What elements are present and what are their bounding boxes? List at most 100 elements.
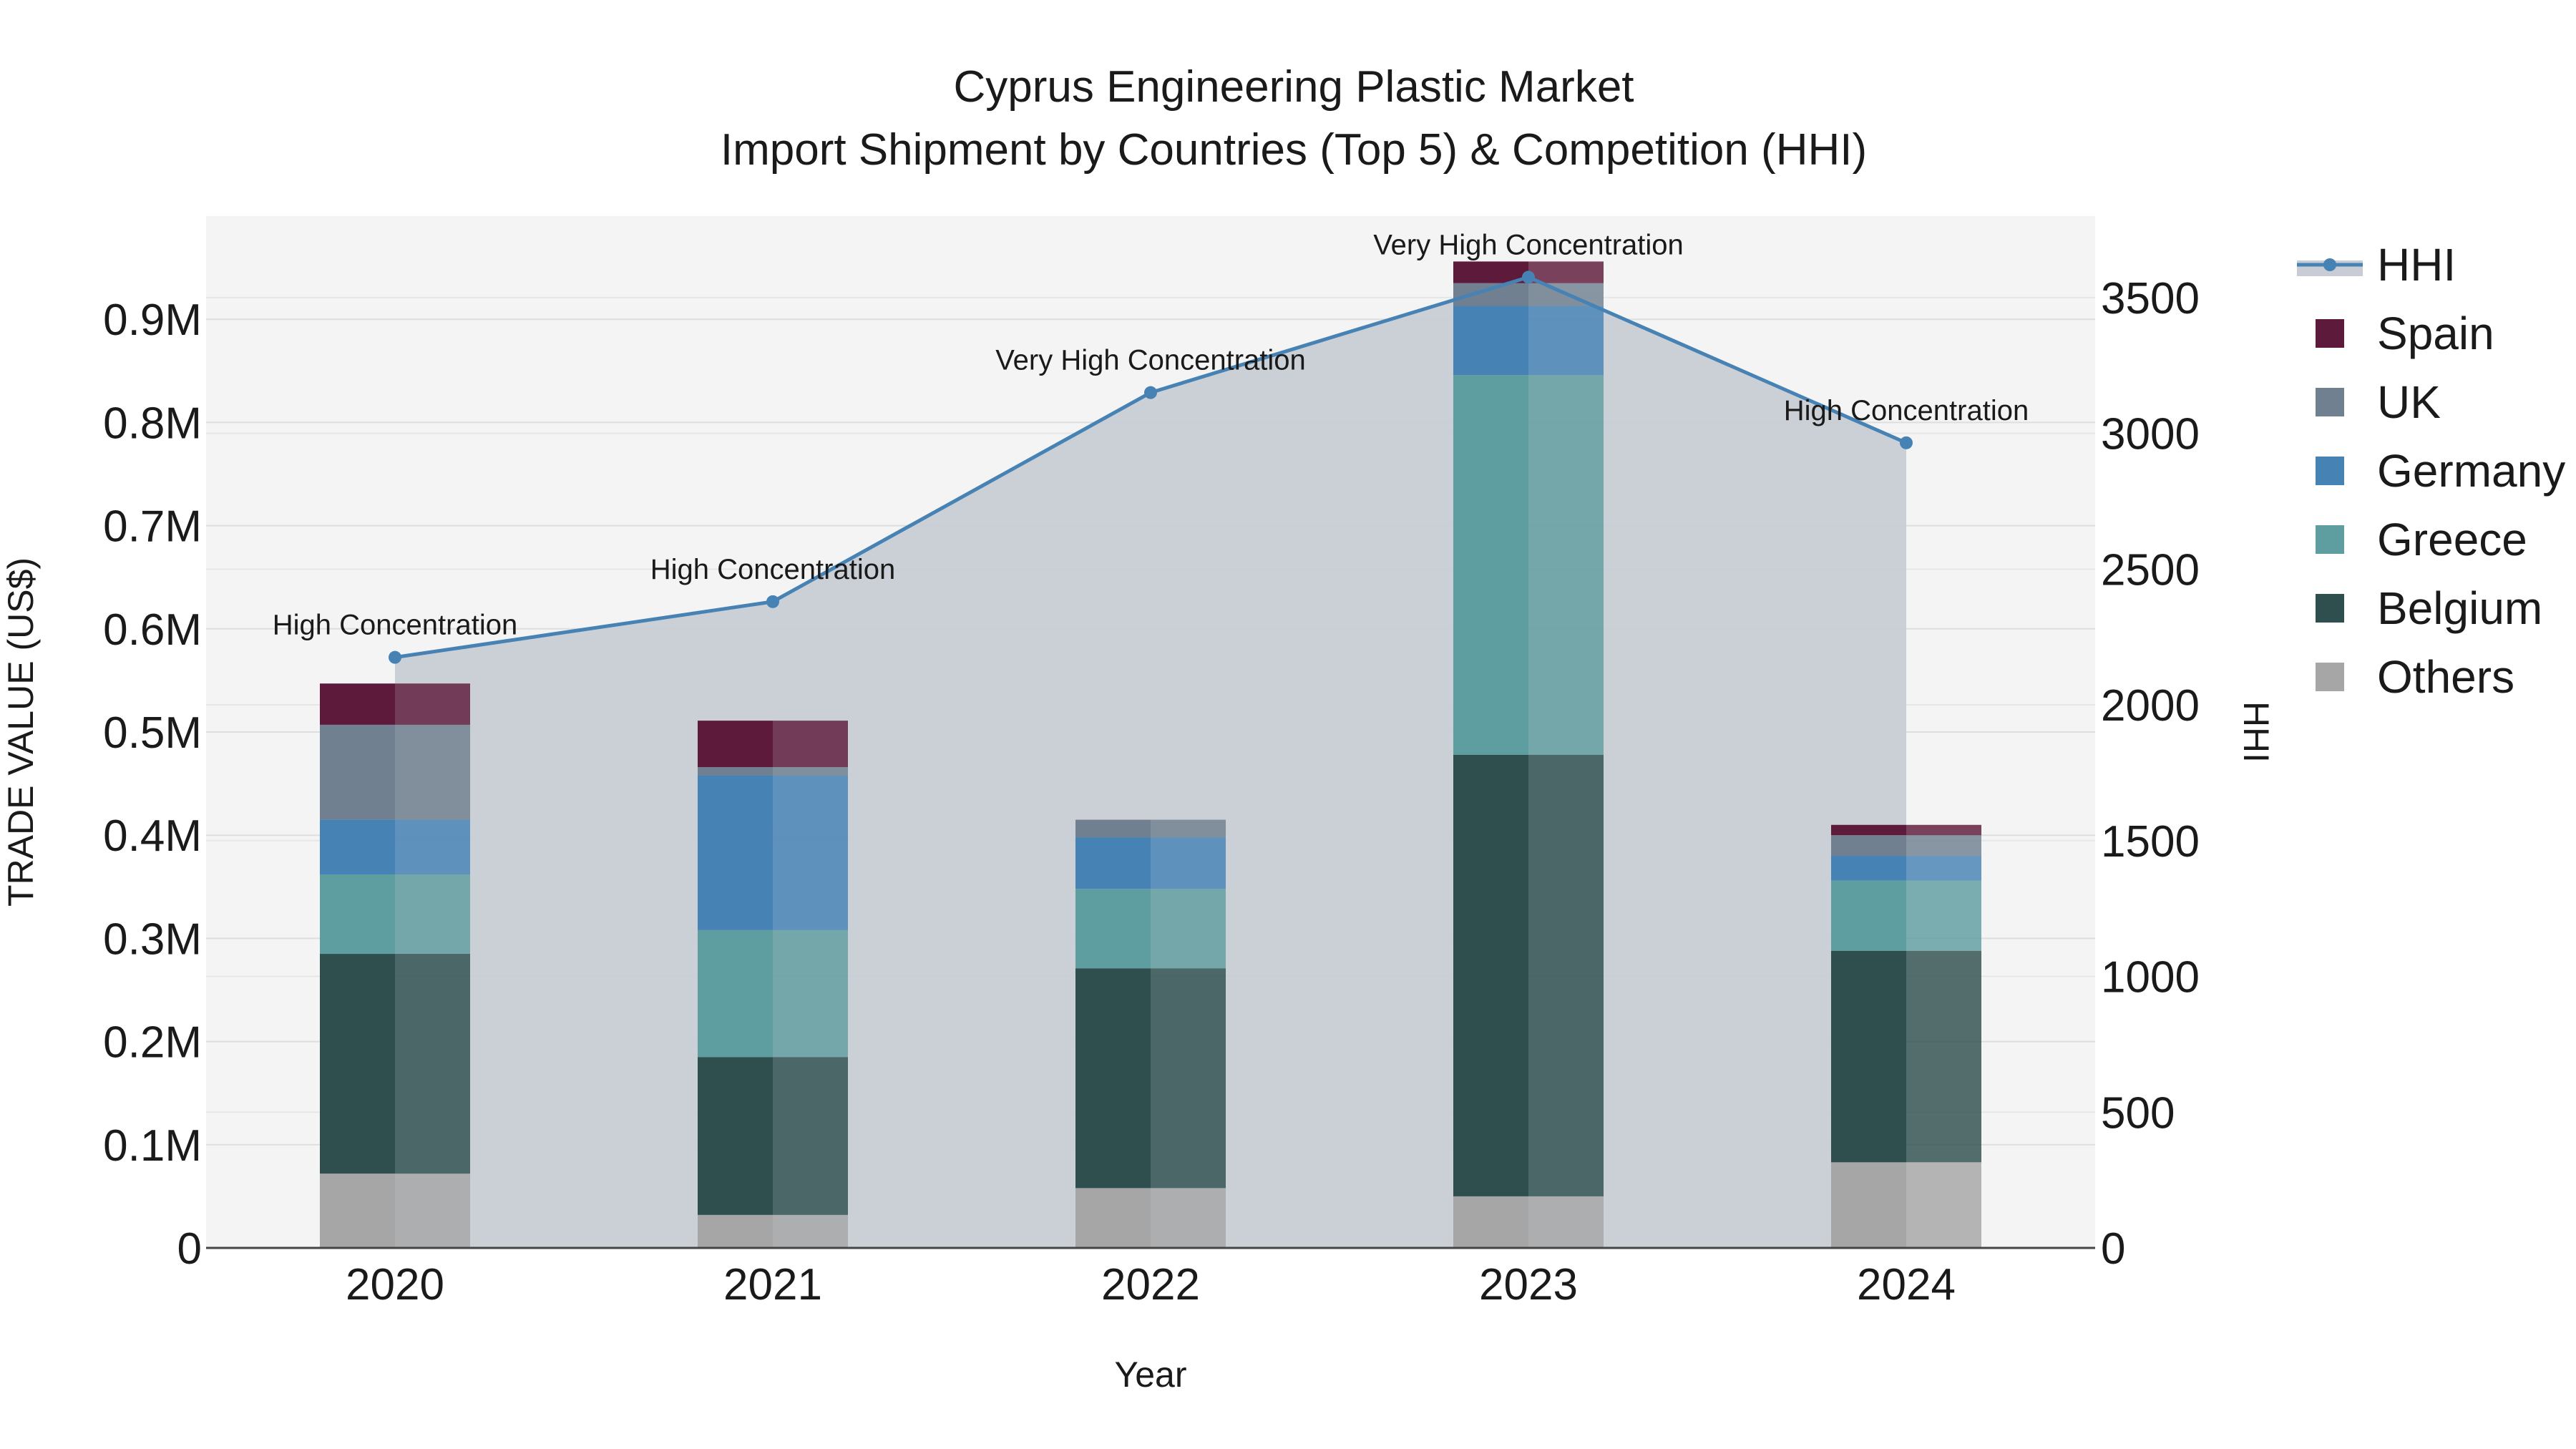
bar-greece-2022-overlay xyxy=(1151,889,1226,969)
legend-label-belgium: Belgium xyxy=(2377,582,2542,634)
bar-uk-2021 xyxy=(698,767,773,776)
legend-swatch-greece xyxy=(2316,525,2344,554)
bar-greece-2024 xyxy=(1831,880,1906,951)
bar-others-2021 xyxy=(698,1214,773,1248)
bar-others-2022 xyxy=(1075,1188,1151,1248)
y-axis-ticks: 0 0.1M 0.2M 0.3M 0.4M 0.5M 0.6M 0.7M 0.8M 0.9M xyxy=(103,296,202,1274)
bar-greece-2023 xyxy=(1453,375,1528,755)
hhi-line-layer: High Concentration High Concentration Very… xyxy=(273,229,2029,664)
legend-swatch-spain xyxy=(2316,319,2344,348)
bar-belgium-2021 xyxy=(698,1057,773,1215)
x-tick-label: 2024 xyxy=(1857,1260,1956,1309)
y2-tick-label: 1000 xyxy=(2101,953,2200,1002)
y-tick-label: 0.4M xyxy=(103,811,202,861)
y2-tick-label: 2500 xyxy=(2101,545,2200,595)
bar-others-2024-overlay xyxy=(1906,1162,1981,1248)
bar-germany-2022 xyxy=(1075,837,1151,889)
legend-label-hhi: HHI xyxy=(2377,239,2456,291)
bar-uk-2024 xyxy=(1831,835,1906,857)
y-tick-label: 0.2M xyxy=(103,1018,202,1068)
bar-greece-2020-overlay xyxy=(395,874,470,955)
bar-germany-2024 xyxy=(1831,856,1906,881)
bar-others-2020-overlay xyxy=(395,1174,470,1248)
bar-spain-2020-overlay xyxy=(395,683,470,725)
bar-spain-2021 xyxy=(698,721,773,768)
y-tick-label: 0.8M xyxy=(103,399,202,448)
bars xyxy=(320,261,1981,1248)
bar-spain-2020 xyxy=(320,683,395,725)
bar-belgium-2023 xyxy=(1453,754,1528,1196)
legend-swatch-uk xyxy=(2316,388,2344,416)
bar-greece-2022 xyxy=(1075,889,1151,969)
bar-uk-2021-overlay xyxy=(773,767,848,776)
bar-germany-2022-overlay xyxy=(1151,837,1226,889)
x-axis-title: Year xyxy=(1114,1355,1186,1395)
legend-label-uk: UK xyxy=(2377,376,2441,428)
y-tick-label: 0.1M xyxy=(103,1121,202,1171)
bar-germany-2023-overlay xyxy=(1528,306,1604,376)
bar-germany-2021 xyxy=(698,775,773,930)
hhi-point-2024 xyxy=(1900,436,1913,449)
x-axis-ticks: 2020 2021 2022 2023 2024 xyxy=(346,1260,1956,1309)
bar-spain-2024 xyxy=(1831,824,1906,836)
bar-uk-2024-overlay xyxy=(1906,835,1981,857)
y-tick-label: 0.9M xyxy=(103,296,202,345)
bar-uk-2022-overlay xyxy=(1151,819,1226,838)
bar-others-2024 xyxy=(1831,1162,1906,1248)
bar-belgium-2023-overlay xyxy=(1528,754,1604,1196)
bar-others-2023-overlay xyxy=(1528,1196,1604,1248)
y2-tick-label: 500 xyxy=(2101,1088,2175,1138)
legend-label-others: Others xyxy=(2377,651,2514,703)
bar-greece-2024-overlay xyxy=(1906,880,1981,951)
hhi-annotation-2022: Very High Concentration xyxy=(995,345,1306,376)
bar-uk-2022 xyxy=(1075,819,1151,838)
bar-belgium-2024-overlay xyxy=(1906,950,1981,1163)
hhi-annotation-2023: Very High Concentration xyxy=(1373,229,1684,260)
bar-spain-2021-overlay xyxy=(773,721,848,768)
y2-tick-label: 0 xyxy=(2101,1224,2125,1274)
bar-belgium-2020 xyxy=(320,954,395,1174)
y2-tick-label: 3000 xyxy=(2101,410,2200,459)
legend-label-germany: Germany xyxy=(2377,445,2565,497)
legend-swatch-others xyxy=(2316,663,2344,691)
bar-belgium-2020-overlay xyxy=(395,954,470,1174)
x-tick-label: 2020 xyxy=(346,1260,444,1309)
y-tick-label: 0.6M xyxy=(103,605,202,655)
bar-others-2020 xyxy=(320,1174,395,1248)
bar-germany-2021-overlay xyxy=(773,775,848,930)
chart-title-line1: Cyprus Engineering Plastic Market xyxy=(953,62,1634,112)
bar-belgium-2024 xyxy=(1831,950,1906,1163)
y2-tick-label: 1500 xyxy=(2101,817,2200,867)
bar-belgium-2021-overlay xyxy=(773,1057,848,1215)
bar-belgium-2022 xyxy=(1075,968,1151,1189)
y-axis-title: TRADE VALUE (US$) xyxy=(1,557,41,907)
bar-spain-2024-overlay xyxy=(1906,824,1981,836)
bar-spain-2023-overlay xyxy=(1528,261,1604,283)
bar-greece-2021 xyxy=(698,930,773,1058)
legend-label-spain: Spain xyxy=(2377,308,2494,359)
legend-label-greece: Greece xyxy=(2377,514,2527,565)
x-tick-label: 2022 xyxy=(1101,1260,1200,1309)
bar-uk-2020 xyxy=(320,724,395,820)
bar-uk-2023 xyxy=(1453,283,1528,306)
bar-germany-2020 xyxy=(320,819,395,874)
legend-swatch-belgium xyxy=(2316,594,2344,623)
legend-swatch-germany xyxy=(2316,457,2344,485)
y2-tick-label: 2000 xyxy=(2101,681,2200,731)
bar-germany-2020-overlay xyxy=(395,819,470,874)
bar-germany-2024-overlay xyxy=(1906,856,1981,881)
y-tick-label: 0.7M xyxy=(103,502,202,552)
legend-swatch-hhi-marker xyxy=(2323,258,2336,271)
hhi-annotation-2024: High Concentration xyxy=(1784,395,2029,426)
bar-greece-2023-overlay xyxy=(1528,375,1604,755)
bar-greece-2021-overlay xyxy=(773,930,848,1058)
x-tick-label: 2021 xyxy=(723,1260,822,1309)
hhi-annotation-2020: High Concentration xyxy=(273,610,517,641)
y-tick-label: 0.5M xyxy=(103,708,202,758)
y-tick-label: 0.3M xyxy=(103,914,202,964)
hhi-point-2023 xyxy=(1522,270,1535,284)
x-tick-label: 2023 xyxy=(1479,1260,1578,1309)
bar-others-2022-overlay xyxy=(1151,1188,1226,1248)
hhi-point-2020 xyxy=(389,650,401,664)
